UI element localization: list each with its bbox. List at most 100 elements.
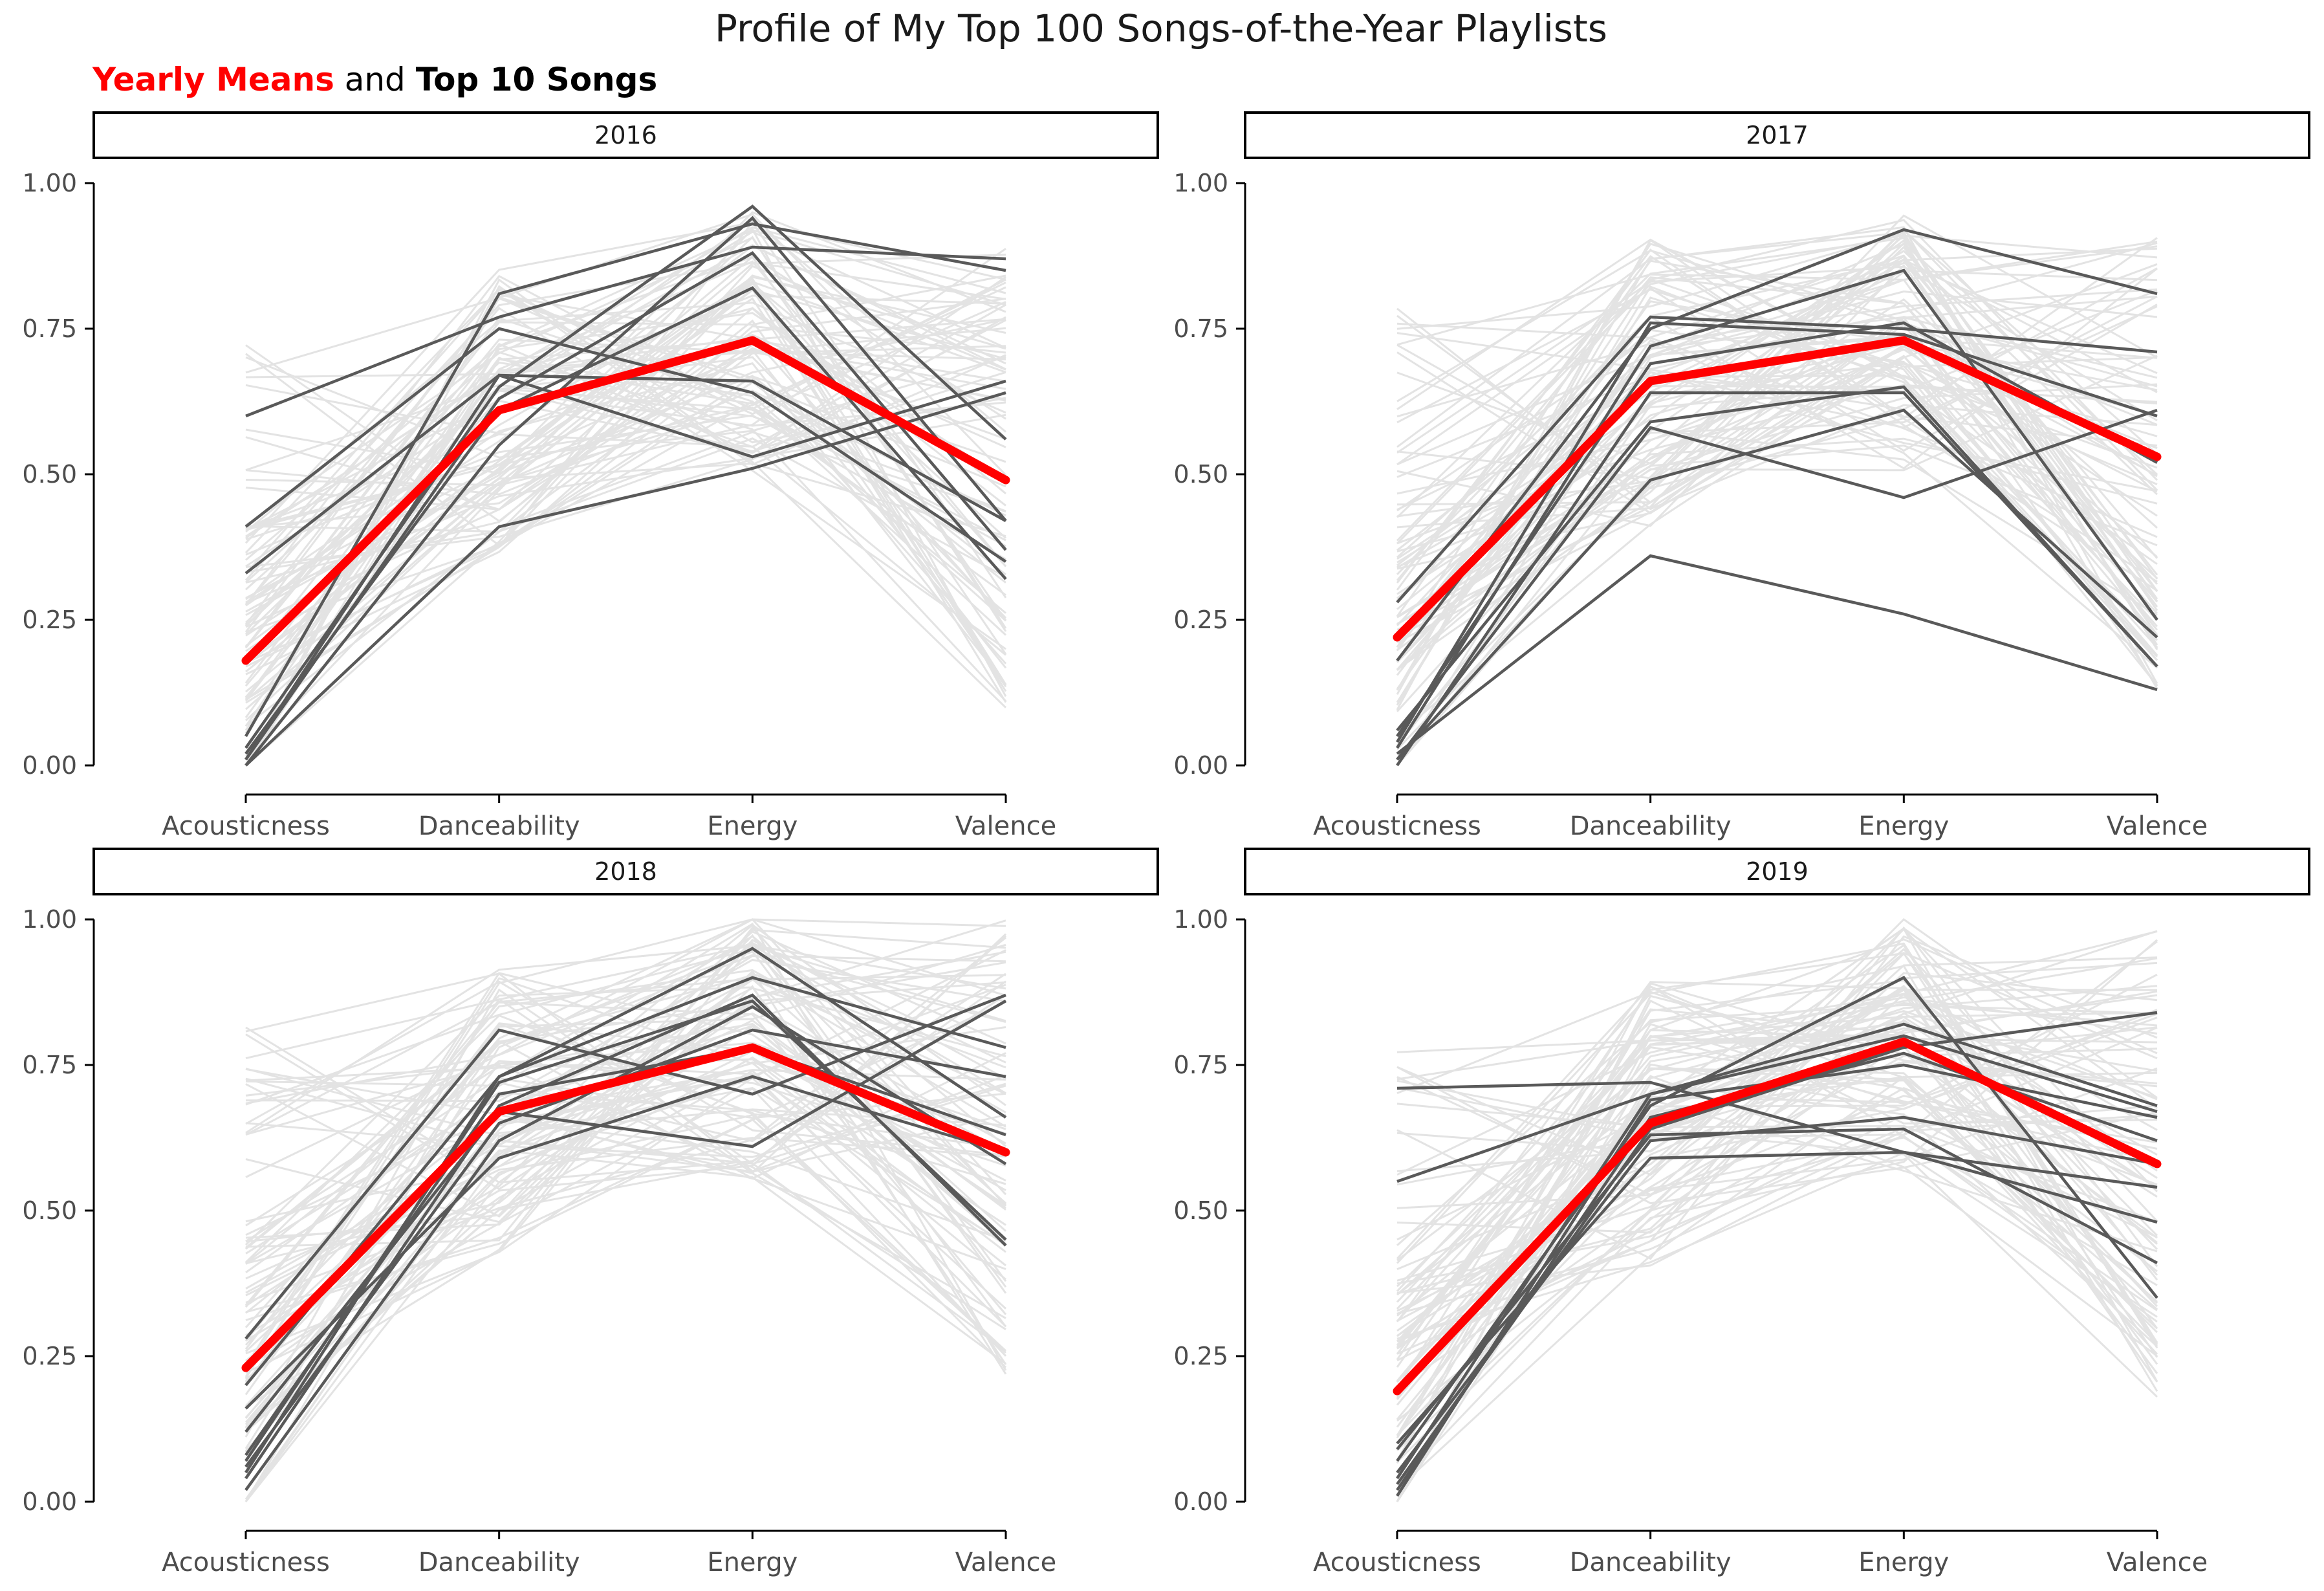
facet-panel-2017: 2017 0.00 0.25 0.50 0.75 1.00 Acousticness Danc…	[1173, 111, 2310, 841]
y-tick-label: 0.75	[1173, 1051, 1228, 1079]
background-song-line	[1396, 219, 2158, 663]
background-song-line	[245, 414, 1006, 560]
background-song-line	[1396, 952, 2158, 1361]
chart-subtitle: Yearly Means and Top 10 Songs	[92, 61, 657, 98]
background-song-line	[1396, 337, 2158, 626]
background-song-line	[245, 959, 1006, 1103]
background-song-line	[1396, 982, 2158, 1464]
y-tick-label: 1.00	[1173, 905, 1228, 934]
background-song-line	[244, 930, 1006, 1502]
top10-song-line	[1396, 315, 2158, 604]
background-song-line	[245, 1000, 1006, 1313]
background-song-line	[244, 351, 1007, 702]
y-tick-label: 0.25	[22, 606, 77, 634]
top10-song-line	[1396, 1081, 2158, 1224]
background-song-line	[1396, 295, 2158, 514]
top10-song-line	[244, 286, 1007, 755]
background-song-line	[1396, 307, 2158, 510]
background-song-line	[244, 978, 1006, 1306]
background-song-line	[244, 1149, 1006, 1425]
y-tick-label: 0.50	[1173, 1196, 1228, 1225]
x-tick-label: Energy	[707, 1548, 798, 1577]
yearly-mean-line	[241, 336, 1010, 665]
background-song-line	[1396, 961, 2158, 1317]
top10-song-line	[1396, 321, 2158, 743]
yearly-mean-line	[241, 1043, 1010, 1372]
background-song-line	[245, 936, 1006, 1304]
background-song-line	[1396, 287, 2158, 466]
background-song-line	[1396, 263, 2158, 736]
background-song-line	[1396, 1075, 2158, 1490]
background-song-line	[245, 245, 1006, 604]
top10-song-line	[1396, 408, 2158, 761]
background-song-line	[245, 994, 1006, 1184]
y-tick-label: 0.75	[1173, 314, 1228, 343]
background-song-line	[245, 980, 1006, 1432]
y-tick-label: 1.00	[22, 169, 77, 197]
background-song-line	[245, 974, 1006, 1250]
top10-song-line	[1396, 391, 2158, 767]
background-song-line	[244, 918, 1006, 1379]
facet-panel-2016: 2016 0.00 0.25 0.50 0.75 1.00 Acousticness Danc…	[22, 111, 1159, 841]
background-song-line	[245, 351, 1006, 529]
top10-song-line	[244, 373, 1006, 761]
background-song-line	[1396, 965, 2158, 1392]
top10-song-line	[244, 993, 1007, 1480]
chart-title: Profile of My Top 100 Songs-of-the-Year …	[715, 6, 1607, 50]
y-tick-label: 0.50	[22, 1196, 77, 1225]
background-song-line	[1396, 248, 2158, 592]
facet-panel-2019: 2019 0.00 0.25 0.50 0.75 1.00 Acousticness Danc…	[1173, 848, 2310, 1577]
background-song-line	[245, 944, 1006, 1134]
background-song-line	[244, 961, 1006, 1502]
y-tick-label: 0.00	[22, 1487, 77, 1516]
background-song-line	[245, 954, 1006, 1236]
top10-song-line	[244, 1075, 1006, 1410]
top10-song-line	[244, 251, 1007, 761]
x-tick-label: Energy	[707, 811, 798, 841]
top10-song-line	[1396, 408, 2158, 761]
facet-panels: 2016 0.00 0.25 0.50 0.75 1.00 Acousticness Danc…	[22, 111, 2310, 1577]
top10-song-line	[244, 327, 1007, 563]
top10-song-line	[244, 391, 1006, 767]
background-song-line	[1396, 1026, 2158, 1294]
background-song-line	[1396, 355, 2158, 621]
subtitle-and: and	[334, 61, 416, 98]
background-song-line	[244, 256, 1007, 766]
subtitle-top-10-songs: Top 10 Songs	[416, 61, 658, 98]
background-song-line	[245, 229, 1006, 561]
background-song-line	[1396, 243, 2158, 648]
background-song-line	[1396, 1095, 2158, 1209]
background-song-line	[244, 1062, 1006, 1502]
background-song-line	[244, 1014, 1006, 1264]
y-tick-label: 0.00	[1173, 751, 1228, 780]
top10-song-line	[244, 1005, 1007, 1491]
y-tick-label: 0.50	[1173, 460, 1228, 488]
subtitle-yearly-means: Yearly Means	[92, 61, 334, 98]
background-song-line	[1396, 1012, 2158, 1451]
background-song-line	[245, 325, 1006, 675]
top10-song-line	[1396, 1034, 2158, 1480]
x-tick-label: Danceability	[418, 811, 580, 841]
background-song-line	[245, 362, 1007, 685]
x-tick-label: Danceability	[1570, 811, 1732, 841]
background-song-line	[1396, 265, 2158, 454]
facet-strip	[92, 111, 1159, 159]
facet-strip	[1244, 848, 2310, 895]
background-song-line	[245, 1118, 1007, 1354]
top10-song-lines	[1396, 228, 2158, 767]
top10-song-line	[1396, 385, 2158, 732]
top10-song-line	[245, 245, 1006, 418]
y-tick-label: 0.50	[22, 460, 77, 488]
x-tick-label: Valence	[955, 1548, 1056, 1577]
background-song-line	[1396, 386, 2158, 565]
background-song-line	[244, 244, 1006, 627]
background-song-line	[245, 274, 1006, 727]
y-tick-label: 0.00	[22, 751, 77, 780]
y-tick-label: 0.25	[22, 1342, 77, 1370]
y-tick-label: 1.00	[22, 905, 77, 934]
yearly-mean-line	[1393, 336, 2162, 642]
background-song-line	[244, 986, 1007, 1328]
x-tick-label: Acousticness	[1313, 1548, 1481, 1577]
background-song-line	[245, 413, 1006, 604]
